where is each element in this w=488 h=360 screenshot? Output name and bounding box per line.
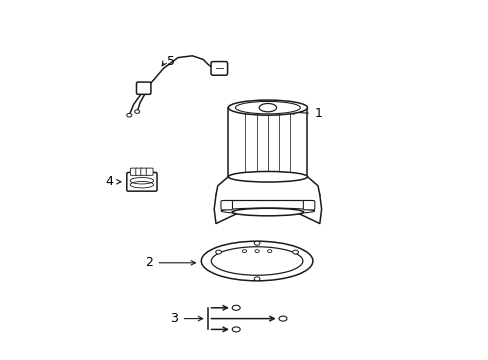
Ellipse shape (242, 250, 246, 253)
Ellipse shape (232, 208, 303, 216)
FancyBboxPatch shape (130, 168, 137, 175)
Ellipse shape (259, 103, 276, 112)
FancyBboxPatch shape (146, 168, 153, 175)
FancyBboxPatch shape (136, 168, 142, 175)
Ellipse shape (134, 110, 140, 113)
Text: 3: 3 (170, 312, 178, 325)
Text: 4: 4 (105, 175, 113, 188)
Ellipse shape (211, 247, 302, 275)
Ellipse shape (232, 305, 240, 310)
Ellipse shape (201, 241, 312, 281)
Ellipse shape (267, 250, 271, 253)
Ellipse shape (126, 113, 132, 117)
Ellipse shape (232, 327, 240, 332)
Ellipse shape (228, 171, 307, 182)
FancyBboxPatch shape (211, 62, 227, 75)
Text: 1: 1 (314, 107, 322, 120)
Ellipse shape (254, 277, 260, 281)
Ellipse shape (215, 250, 221, 254)
Ellipse shape (228, 100, 307, 115)
FancyBboxPatch shape (136, 82, 151, 94)
Ellipse shape (254, 241, 260, 245)
FancyBboxPatch shape (126, 172, 157, 191)
Ellipse shape (254, 250, 259, 253)
Ellipse shape (235, 102, 300, 114)
FancyBboxPatch shape (221, 201, 232, 210)
Text: 5: 5 (167, 55, 175, 68)
FancyBboxPatch shape (141, 168, 147, 175)
Ellipse shape (292, 250, 298, 254)
FancyBboxPatch shape (303, 201, 314, 210)
Ellipse shape (279, 316, 286, 321)
Text: 2: 2 (144, 256, 152, 269)
